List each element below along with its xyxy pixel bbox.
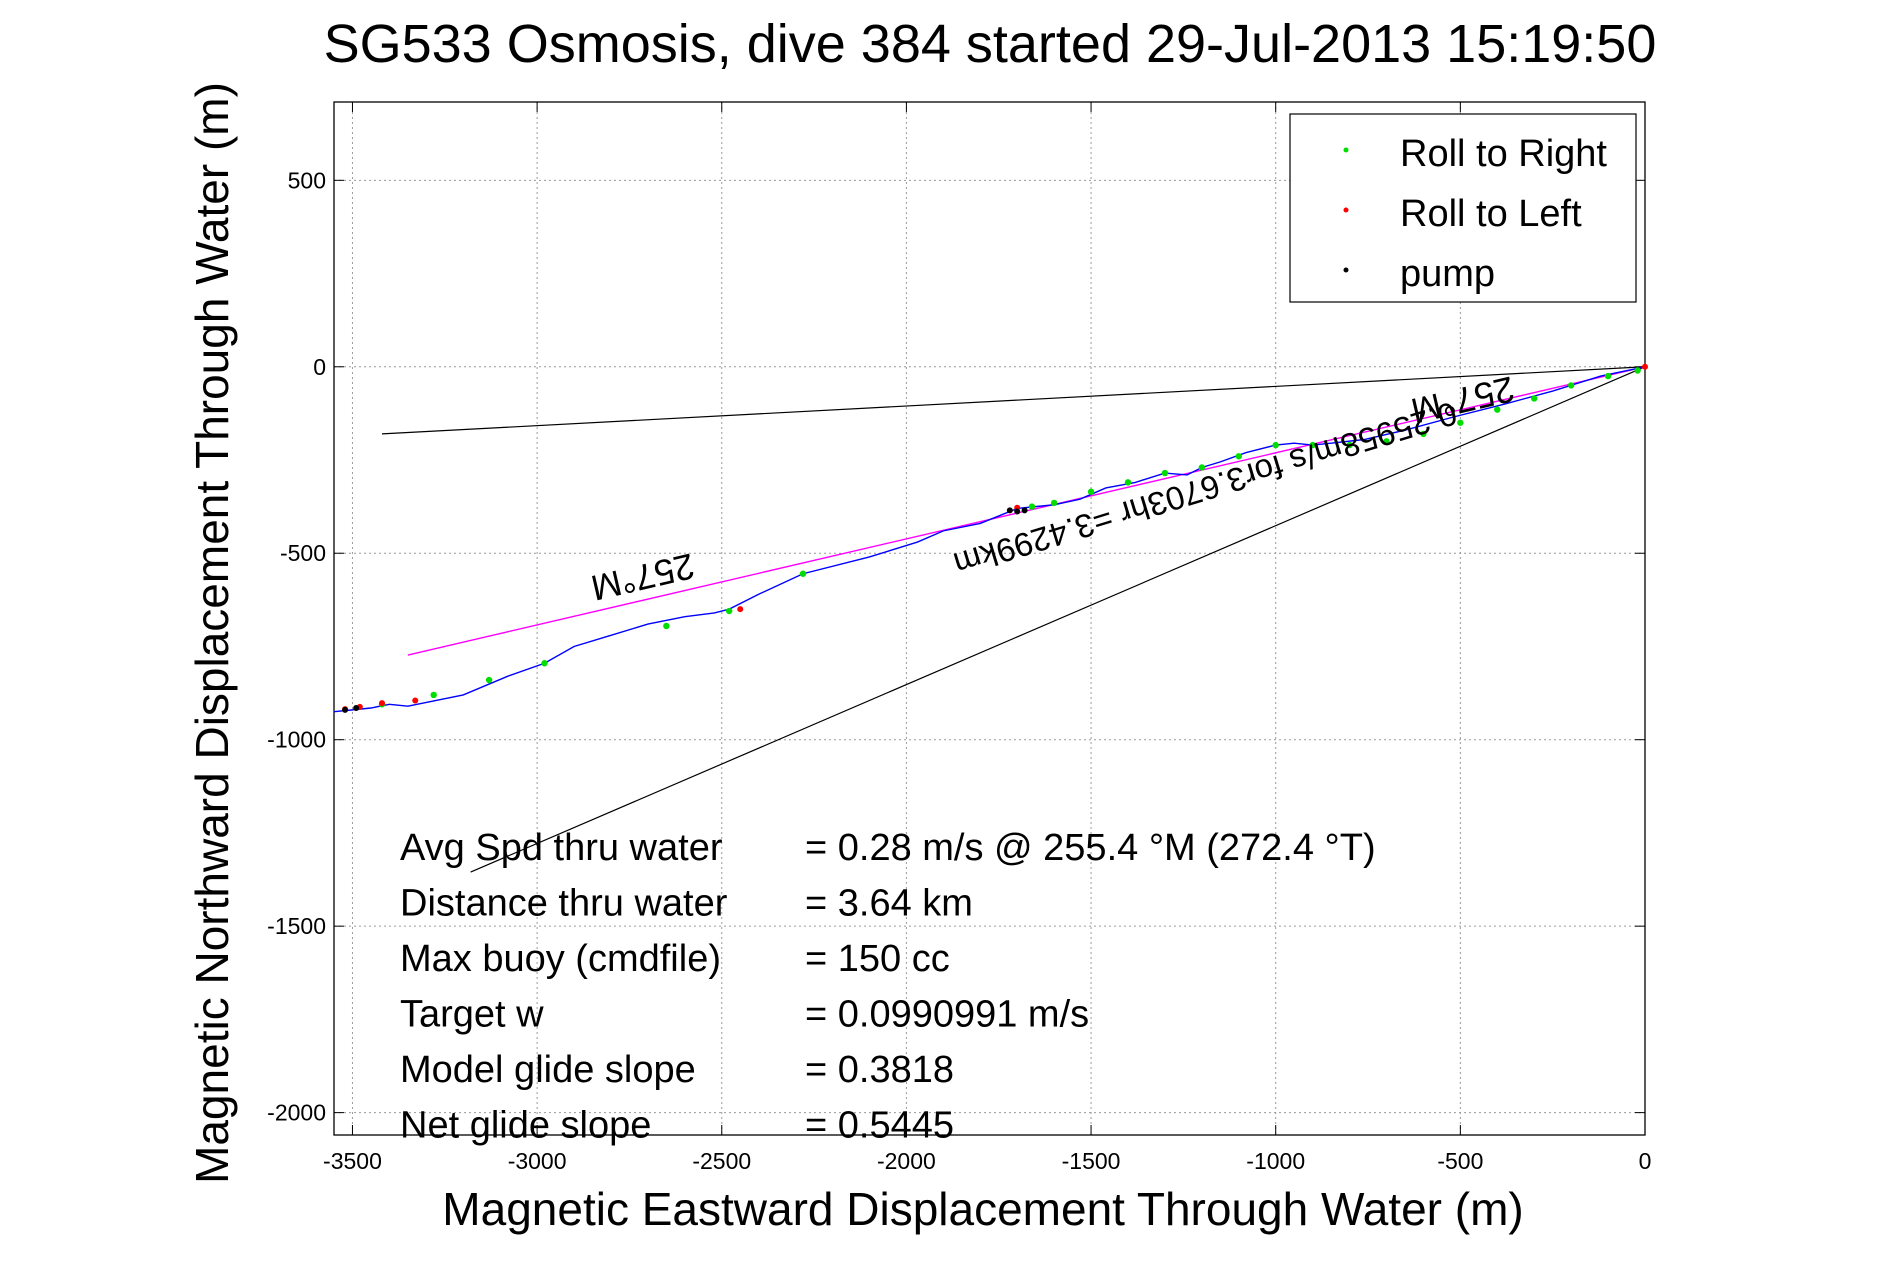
annotation-name: Net glide slope [400, 1105, 651, 1147]
roll-left-point [1642, 363, 1648, 370]
legend-label: pump [1400, 253, 1495, 295]
roll-right-point [1634, 367, 1641, 374]
pump-point [342, 706, 349, 713]
roll-right-point [1087, 488, 1095, 495]
pump-point [1021, 507, 1028, 514]
y-axis-label: Magnetic Northward Displacement Through … [186, 82, 238, 1184]
roll-right-point [663, 622, 670, 630]
roll-right-point [1383, 438, 1390, 445]
roll-right-point [1457, 419, 1464, 426]
roll-left-point [412, 697, 419, 704]
y-tick-label: -2000 [267, 1100, 326, 1126]
x-tick-label: 0 [1639, 1148, 1652, 1174]
roll-left-point [379, 700, 386, 707]
roll-right-point [1161, 469, 1169, 477]
legend-marker [1343, 207, 1349, 213]
roll-right-point [485, 676, 493, 684]
y-tick-label: -1000 [267, 727, 326, 753]
pump-point [1014, 508, 1021, 515]
annotation-value: = 150 cc [805, 938, 950, 980]
annotation-value: = 0.5445 [805, 1105, 954, 1147]
x-tick-label: -3500 [323, 1148, 382, 1174]
annotation-value: = 3.64 km [805, 883, 973, 925]
legend-label: Roll to Left [1400, 193, 1582, 235]
track-line [333, 366, 1646, 713]
y-tick-label: 500 [288, 167, 326, 193]
annotation-block: Avg Spd thru water = 0.28 m/s @ 255.4 °M … [400, 827, 1376, 1147]
roll-right-point [1567, 382, 1575, 389]
roll-right-point [1235, 453, 1242, 460]
annotation-name: Avg Spd thru water [400, 827, 723, 869]
roll-right-point [1494, 406, 1501, 413]
roll-right-point [1050, 499, 1058, 507]
x-tick-label: -1000 [1246, 1148, 1305, 1174]
roll-right-point [1272, 441, 1279, 449]
chart-title: SG533 Osmosis, dive 384 started 29-Jul-2… [324, 14, 1657, 74]
y-tick-label: -1500 [267, 913, 326, 939]
y-tick-label: -500 [280, 540, 326, 566]
roll-right-point [1309, 441, 1316, 449]
legend-label: Roll to Right [1400, 133, 1607, 175]
annotation-name: Target w [400, 994, 544, 1036]
annotation-value: = 0.3818 [805, 1049, 954, 1091]
x-tick-label: -2000 [877, 1148, 936, 1174]
legend-marker [1343, 267, 1349, 273]
roll-right-point [1198, 464, 1206, 471]
annotation-name: Max buoy (cmdfile) [400, 938, 721, 980]
x-tick-label: -1500 [1062, 1148, 1121, 1174]
roll-right-point [1604, 372, 1612, 380]
legend-marker [1343, 147, 1349, 153]
roll-right-point [725, 607, 733, 615]
roll-right-point [1124, 479, 1132, 486]
roll-right-point [799, 570, 807, 577]
x-tick-label: -3000 [508, 1148, 567, 1174]
annotation-name: Distance thru water [400, 883, 728, 925]
roll-right-point [1346, 441, 1353, 449]
annotation-value: = 0.28 m/s @ 255.4 °M (272.4 °T) [805, 827, 1376, 869]
heading-label-magenta: 257°M [587, 545, 698, 608]
x-tick-label: -2500 [692, 1148, 751, 1174]
x-axis-label: Magnetic Eastward Displacement Through W… [442, 1183, 1523, 1235]
legend: Roll to Right Roll to Left pump [1289, 113, 1637, 303]
speed-distance-label: 0.25958m/s for3.6703hr =3.4299km [950, 395, 1462, 584]
annotation-name: Model glide slope [400, 1049, 696, 1091]
roll-right-point [1420, 430, 1427, 438]
axes-box [333, 101, 1646, 1136]
roll-right-point [430, 691, 437, 699]
roll-right-point [1531, 395, 1538, 402]
reference-line [381, 366, 1646, 435]
y-tick-label: 0 [313, 354, 326, 380]
roll-right-point [541, 660, 548, 667]
roll-right-point [1028, 503, 1036, 510]
reference-line [470, 366, 1646, 873]
pump-point [353, 705, 360, 712]
x-tick-label: -500 [1437, 1148, 1483, 1174]
annotation-value: = 0.0990991 m/s [805, 994, 1089, 1036]
pump-point [1006, 507, 1013, 514]
roll-left-point [737, 606, 744, 613]
